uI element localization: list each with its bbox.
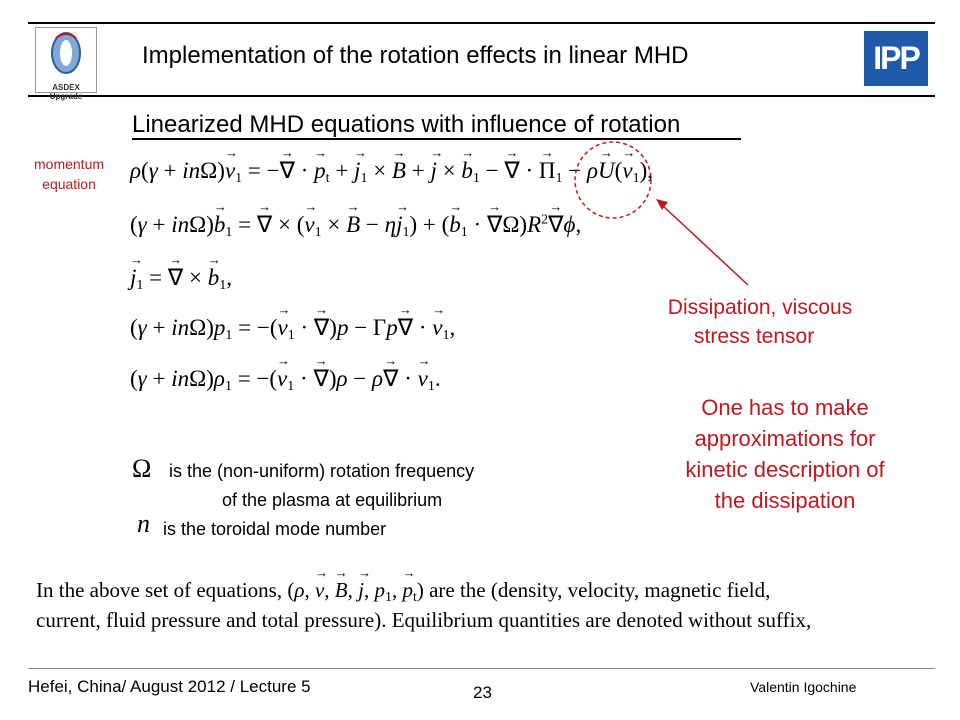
viscous-term-highlight-circle	[574, 141, 652, 219]
induction-equation: (γ + inΩ)b1 = ∇ × (v1 × B − ηj1) + (b1 ·…	[130, 199, 581, 241]
pressure-equation: (γ + inΩ)p1 = −(v1 · ∇)p − Γp∇ · v1,	[130, 302, 455, 344]
dissipation-label-line: stress tensor	[694, 325, 815, 348]
dissipation-label-line: Dissipation, viscous	[667, 296, 853, 319]
density-equation: (γ + inΩ)ρ1 = −(v1 · ∇)ρ − ρ∇ · v1.	[130, 353, 441, 395]
current-equation: j1 = ∇ × b1,	[130, 252, 232, 294]
footer-author: Valentin Igochine	[750, 679, 857, 695]
asdex-logo: ASDEX Upgrade	[35, 27, 97, 101]
ipp-logo: IPP	[864, 31, 928, 86]
approximation-note: One has to make approximations for kinet…	[640, 392, 930, 516]
n-symbol: n	[137, 509, 150, 538]
page-number: 23	[473, 683, 492, 702]
caption-line2: current, fluid pressure and total pressu…	[36, 608, 812, 632]
caption-line1-end: ) are the (density, velocity, magnetic f…	[416, 578, 771, 602]
side-label-line: equation	[42, 176, 96, 192]
omega-description-line1: is the (non-uniform) rotation frequency	[169, 461, 475, 481]
omega-description-line2: of the plasma at equilibrium	[222, 490, 443, 510]
n-description: is the toroidal mode number	[163, 519, 387, 539]
footer-event: Hefei, China/ August 2012 / Lecture 5	[28, 677, 311, 696]
momentum-equation: ρ(γ + inΩ)v1 = −∇ · pt + j1 × B + j × b1…	[130, 145, 653, 187]
approximation-note-line: kinetic description of	[685, 457, 885, 482]
annotation-arrow	[661, 204, 749, 286]
approximation-note-line: approximations for	[694, 426, 876, 451]
approximation-note-line: the dissipation	[714, 488, 856, 513]
page-title: Implementation of the rotation effects i…	[142, 42, 689, 69]
caption-line1-start: In the above set of equations, (	[36, 578, 295, 602]
asdex-logo-text: ASDEX Upgrade	[49, 83, 83, 101]
side-label-line: momentum	[34, 156, 105, 172]
caption-line1: In the above set of equations, (ρ, v, B,…	[36, 565, 771, 606]
header-top-rule	[28, 22, 935, 24]
momentum-equation-label: momentum equation	[34, 154, 104, 194]
section-heading-underline	[132, 138, 741, 140]
ipp-logo-text: IPP	[873, 40, 921, 76]
header-bottom-rule	[28, 95, 935, 97]
omega-symbol: Ω	[132, 454, 152, 483]
approximation-note-line: One has to make	[701, 395, 869, 420]
arrow-head-icon	[656, 199, 668, 210]
footer-rule	[28, 668, 935, 669]
dissipation-label: Dissipation, viscous stress tensor	[630, 293, 890, 351]
section-heading: Linearized MHD equations with influence …	[132, 111, 681, 138]
asdex-logo-graphic	[51, 32, 81, 74]
